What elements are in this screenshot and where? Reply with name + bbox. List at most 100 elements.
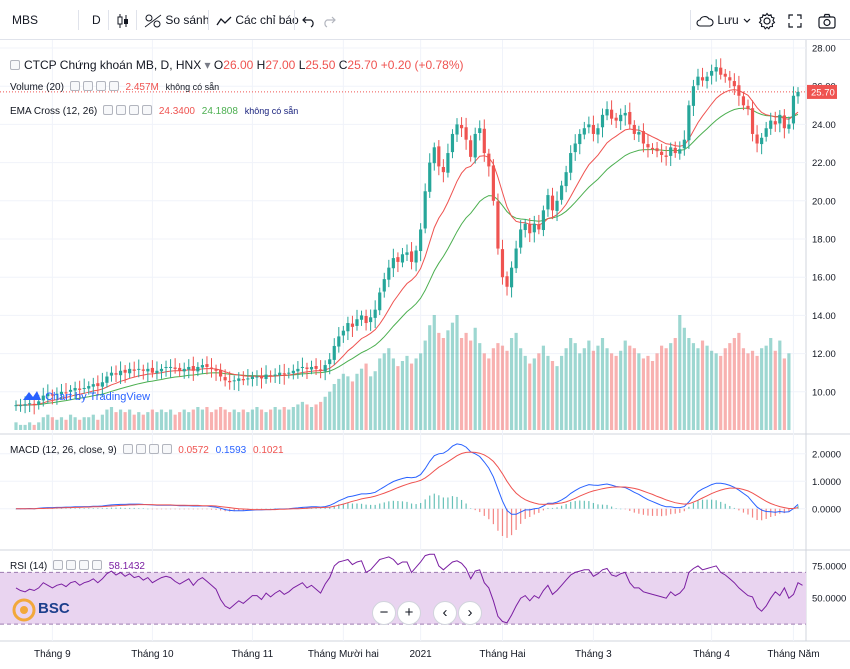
volume-bar (114, 412, 118, 430)
close-icon[interactable] (129, 105, 140, 115)
candle-body (364, 315, 368, 324)
volume-bar (118, 409, 123, 430)
price-tick-label: 22.00 (812, 158, 836, 169)
macd-histogram-bar (256, 508, 258, 510)
close-icon[interactable] (148, 444, 159, 454)
macd-histogram-bar (97, 508, 99, 509)
time-tick-label: Tháng Mười hai (308, 649, 379, 660)
macd-histogram-bar (624, 508, 626, 510)
macd-histogram-bar (761, 508, 763, 521)
tradingview-credit[interactable]: Chart by TradingView (22, 388, 150, 403)
macd-histogram-bar (356, 503, 358, 509)
volume-bar (464, 332, 468, 430)
volume-bar (164, 412, 168, 430)
collapse-legend-icon[interactable] (10, 60, 20, 70)
save-button[interactable]: Lưu (696, 0, 752, 40)
price-axis[interactable]: 28.0026.0024.0022.0020.0018.0016.0014.00… (807, 44, 846, 605)
settings-button[interactable] (758, 0, 776, 40)
candle-body (28, 403, 32, 405)
settings-icon[interactable] (66, 560, 77, 570)
volume-bar (46, 414, 50, 430)
volume-bar (660, 345, 664, 430)
macd-histogram-bar (711, 499, 713, 509)
macd-histogram-bar (415, 504, 417, 509)
macd-histogram-bar (620, 508, 622, 510)
eye-icon[interactable] (122, 444, 133, 454)
main-legend: CTCP Chứng khoán MB, D, HNX ▾ O26.00 H27… (10, 58, 464, 72)
volume-bar (764, 345, 768, 430)
candle-body (446, 153, 450, 173)
candle-body (664, 155, 668, 157)
more-icon[interactable] (161, 444, 172, 454)
eye-icon[interactable] (103, 105, 114, 115)
macd-histogram-bar (174, 508, 176, 510)
scroll-left-button[interactable]: ‹ (433, 601, 457, 625)
redo-button[interactable] (322, 0, 336, 40)
fullscreen-button[interactable] (788, 0, 802, 40)
volume-bar (437, 332, 441, 430)
macd-histogram-bar (324, 507, 326, 509)
volume-bar (250, 409, 255, 430)
macd-histogram-bar (79, 508, 81, 509)
close-icon[interactable] (79, 560, 90, 570)
ema-fast-value: 24.3400 (158, 106, 195, 117)
macd-histogram-bar (347, 502, 349, 509)
more-icon[interactable] (142, 105, 153, 115)
macd-histogram-bar (442, 497, 444, 509)
time-axis[interactable]: Tháng 9 Tháng 10 Tháng 11 Tháng Mười hai 202… (34, 649, 820, 660)
macd-histogram-bar (515, 508, 517, 530)
candle-body (455, 124, 459, 135)
macd-histogram-bar (538, 508, 540, 513)
macd-histogram-bar (392, 500, 394, 509)
indicators-button[interactable]: Các chỉ báo (216, 0, 299, 40)
eye-icon[interactable] (69, 81, 80, 91)
zoom-in-button[interactable]: + (397, 601, 421, 625)
eye-icon[interactable] (53, 560, 64, 570)
volume-bar (582, 348, 586, 430)
macd-histogram-bar (401, 501, 404, 509)
macd-histogram-bar (656, 508, 658, 516)
candle-body (259, 375, 264, 379)
zoom-out-button[interactable]: − (372, 601, 396, 625)
compare-button[interactable]: So sánh (144, 0, 209, 40)
macd-histogram-bar (106, 507, 108, 509)
volume-bar (187, 412, 191, 430)
close-label: C (338, 58, 348, 72)
more-icon[interactable] (92, 560, 103, 570)
candle-body (296, 368, 300, 372)
undo-button[interactable] (302, 0, 316, 40)
candle-body (428, 162, 432, 192)
interval-selector[interactable]: D (92, 13, 101, 27)
macd-histogram-bar (574, 501, 576, 509)
scroll-right-button[interactable]: › (458, 601, 482, 625)
settings-icon[interactable] (116, 105, 127, 115)
last-price-tag (807, 84, 837, 99)
candle-body (346, 323, 350, 332)
macd-histogram-bar (315, 507, 317, 509)
volume-bar (587, 340, 591, 430)
symbol-selector[interactable]: MBS (12, 13, 39, 27)
candle-style-button[interactable] (116, 0, 130, 40)
candle-body (255, 376, 259, 378)
candle-body (750, 108, 755, 134)
settings-icon[interactable] (135, 444, 146, 454)
candle-body (787, 124, 791, 129)
volume-bar (37, 422, 41, 430)
volume-bar (205, 407, 209, 430)
close-icon[interactable] (95, 81, 106, 91)
volume-bar (641, 358, 646, 430)
settings-icon[interactable] (82, 81, 93, 91)
candle-body (155, 370, 159, 374)
volume-bar (673, 338, 677, 430)
price-chart[interactable]: 28.00 26.00 24.00 22.00 20.00 18.00 16.00 14.00… (0, 40, 850, 669)
candle-body (509, 267, 514, 288)
macd-histogram-bar (133, 507, 135, 509)
snapshot-button[interactable] (818, 0, 836, 40)
volume-bar (378, 358, 382, 430)
more-icon[interactable] (108, 81, 119, 91)
open-label: O (213, 58, 224, 72)
macd-histogram-bar (129, 507, 131, 509)
volume-bar (750, 350, 755, 430)
candle-body (14, 405, 18, 407)
brand-text: BSC (38, 600, 70, 617)
